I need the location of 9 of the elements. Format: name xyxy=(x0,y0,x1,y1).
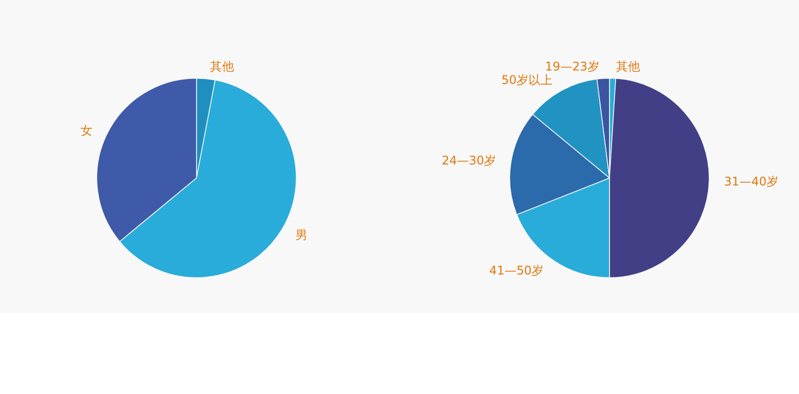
slice-label: 其他 xyxy=(616,59,640,74)
slice-label: 31—40岁 xyxy=(724,174,779,188)
slice-label: 其他 xyxy=(210,60,234,74)
slice-label: 女 xyxy=(80,123,92,138)
slice-label: 41—50岁 xyxy=(489,263,544,278)
slice-label: 男 xyxy=(296,228,308,242)
slice-label: 50岁以上 xyxy=(501,73,553,88)
slice-label: 24—30岁 xyxy=(442,153,496,168)
slice-label: 19—23岁 xyxy=(545,59,600,74)
